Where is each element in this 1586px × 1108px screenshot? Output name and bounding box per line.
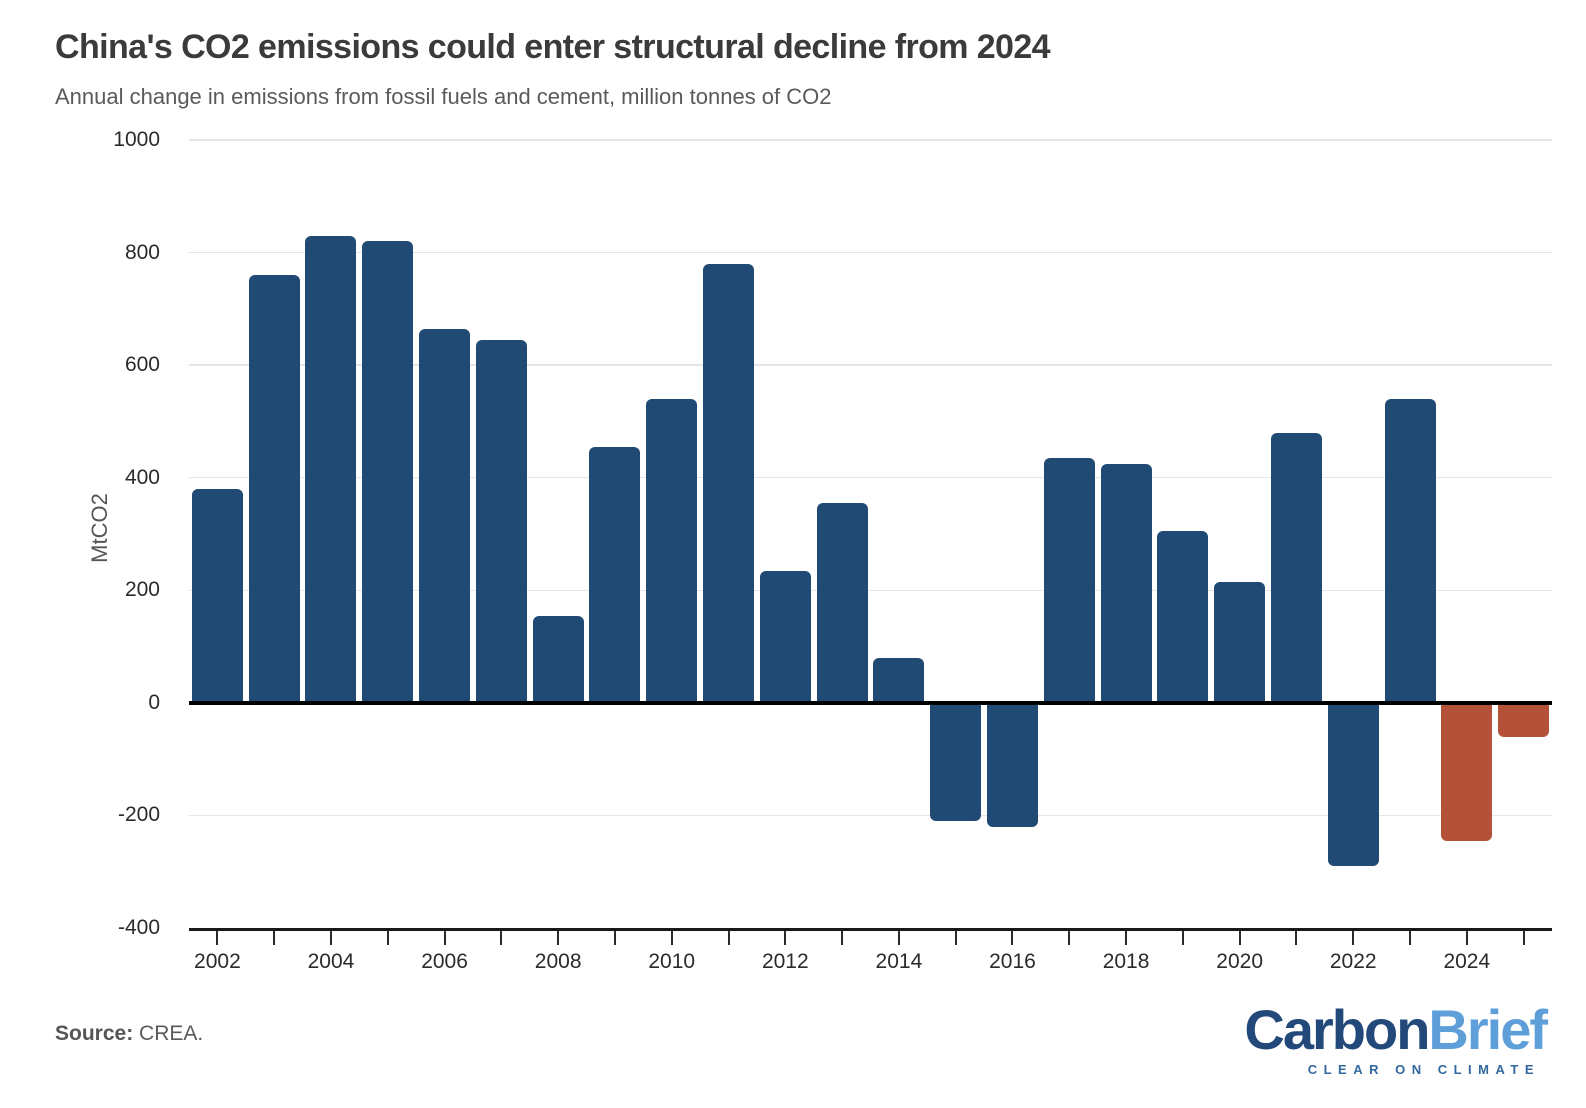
x-tick-2021 [1295,931,1298,945]
bar-2004 [305,235,357,703]
x-tick-label-2010: 2010 [648,950,696,973]
y-tick-label-600: 600 [124,353,160,377]
x-tick-label-2012: 2012 [761,950,809,973]
x-tick-2012 [784,931,787,945]
x-tick-2020 [1238,931,1241,945]
gridline-1000 [189,139,1552,141]
bar-2006 [419,328,471,703]
y-axis-tick-labels: 1000 800 600 400 200 0 -200 -400 [0,128,160,939]
x-tick-2014 [897,931,900,945]
bar-2013 [816,503,868,703]
gridline-200 [189,589,1552,592]
y-tick-label-400: 400 [124,465,160,489]
x-tick-2015 [954,931,957,945]
x-tick-2005 [386,931,389,945]
x-tick-2019 [1181,931,1184,945]
x-tick-label-2016: 2016 [989,950,1036,973]
source-note: Source: CREA. [55,1022,203,1046]
x-tick-2011 [727,931,730,945]
bar-2002 [191,488,243,703]
y-tick-label-200: 200 [124,578,160,602]
x-tick-2006 [443,931,446,945]
chart-subtitle: Annual change in emissions from fossil f… [55,84,832,109]
y-tick-label-1000: 1000 [113,128,160,151]
x-tick-label-2014: 2014 [875,950,923,973]
bar-2025 [1498,702,1550,737]
bar-2005 [362,241,414,703]
bar-2018 [1100,463,1152,703]
x-tick-2002 [216,931,219,945]
x-tick-2010 [670,931,673,945]
y-tick-label-0: 0 [148,690,160,714]
bar-2021 [1270,432,1322,703]
bar-2014 [873,657,925,703]
x-tick-label-2006: 2006 [421,950,468,973]
x-tick-label-2022: 2022 [1329,950,1377,973]
x-tick-label-2020: 2020 [1216,950,1263,973]
plot-area [189,139,1552,931]
gridline-400 [189,476,1552,479]
x-tick-2004 [329,931,332,945]
x-tick-2017 [1068,931,1071,945]
x-tick-2009 [613,931,616,945]
bar-2023 [1384,398,1436,703]
x-tick-label-2018: 2018 [1102,950,1150,973]
bar-2017 [1043,458,1095,703]
bar-2007 [475,339,527,703]
x-tick-2016 [1011,931,1014,945]
logo-word-carbon: Carbon [1244,998,1430,1061]
bar-2008 [532,615,584,703]
x-axis: 2002 2004 2006 2008 2010 2012 2014 2016 2018 2020… [189,931,1552,991]
x-tick-2018 [1125,931,1128,945]
gridline-600 [189,364,1552,366]
x-tick-2025 [1522,931,1525,945]
gridline--200 [189,814,1552,817]
x-tick-2008 [557,931,560,945]
source-label: Source: [55,1022,134,1045]
x-tick-label-2002: 2002 [194,950,241,973]
gridline-800 [189,251,1552,254]
x-tick-2022 [1352,931,1355,945]
logo-wordmark: CarbonBrief [1244,998,1548,1061]
bar-2010 [646,398,698,703]
bar-2009 [589,446,641,703]
y-tick-label-800: 800 [124,240,160,264]
chart-title: China's CO2 emissions could enter struct… [55,28,1051,66]
bar-2024 [1441,702,1493,841]
x-tick-label-2004: 2004 [307,950,355,973]
bar-2015 [930,702,982,822]
x-tick-2013 [841,931,844,945]
bar-2016 [986,702,1038,827]
bar-2020 [1214,581,1266,703]
bar-2012 [759,570,811,703]
x-tick-2024 [1465,931,1468,945]
bar-2019 [1157,531,1209,703]
bar-2011 [703,263,755,703]
zero-line [189,700,1552,705]
source-text: CREA. [139,1022,204,1045]
y-tick-label--200: -200 [117,803,160,827]
logo-word-brief: Brief [1428,998,1548,1061]
logo-tagline: CLEAR ON CLIMATE [1307,1062,1540,1077]
y-tick-label--400: -400 [117,916,160,939]
bar-2022 [1327,702,1379,867]
bar-2003 [248,275,300,703]
x-tick-2007 [500,931,503,945]
x-tick-2003 [273,931,276,945]
x-tick-label-2024: 2024 [1443,950,1491,973]
x-tick-label-2008: 2008 [534,950,582,973]
carbonbrief-logo: CarbonBrief CLEAR ON CLIMATE [1244,998,1548,1078]
x-tick-2023 [1409,931,1412,945]
